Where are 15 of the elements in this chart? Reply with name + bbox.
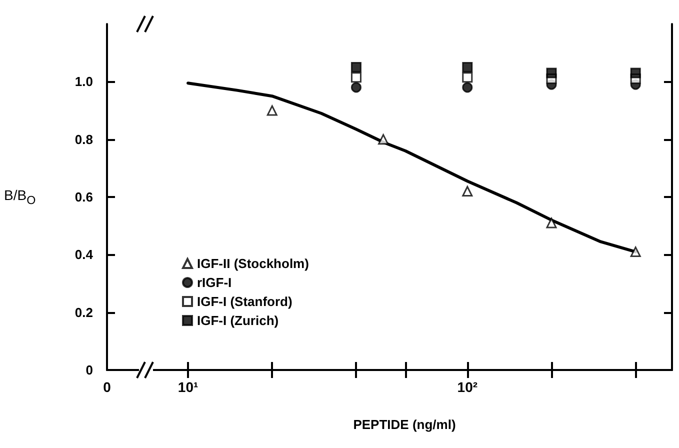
- y-axis-title: B/B$_{O}$: [4, 187, 36, 207]
- legend-label: IGF-I (Zurich): [197, 313, 279, 328]
- y-tick-label: 0.2: [74, 304, 93, 320]
- y-tick-label: 0.8: [74, 132, 93, 147]
- y-tick-label: 1.0: [74, 74, 93, 90]
- x-tick-label: 0: [103, 379, 112, 395]
- x-axis-title: PEPTIDE (ng/ml): [353, 417, 456, 432]
- x-tick-label: 10¹: [178, 379, 198, 395]
- y-tick-label: 0: [86, 362, 93, 378]
- legend-label: IGF-II (Stockholm): [197, 256, 309, 271]
- y-tick-label: 0.6: [74, 190, 93, 204]
- y-tick-label: 0.4: [74, 247, 94, 262]
- legend-label: IGF-I (Stanford): [197, 294, 292, 309]
- x-tick-label: 10²: [457, 379, 478, 395]
- legend-label: rIGF-I: [197, 275, 232, 290]
